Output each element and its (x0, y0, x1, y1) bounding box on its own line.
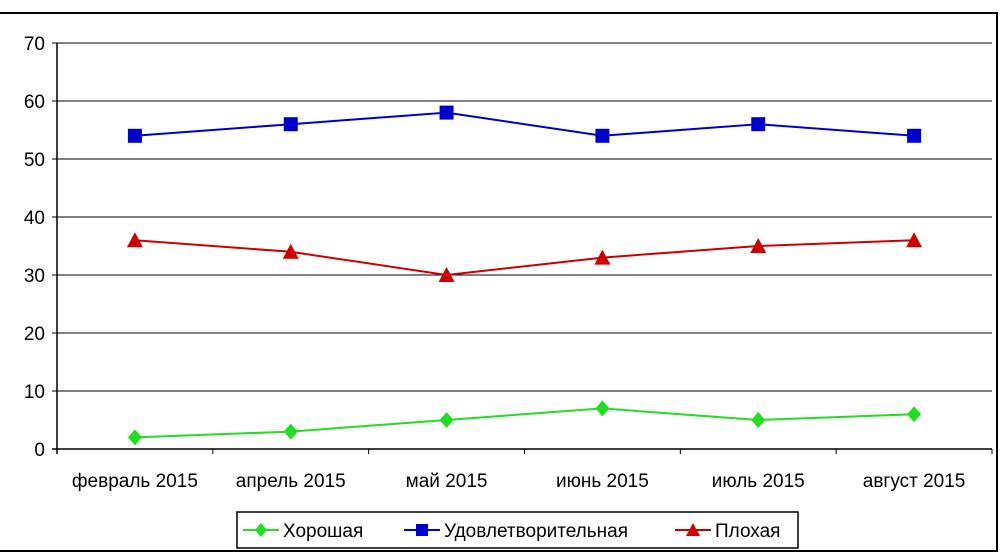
x-tick-label: февраль 2015 (72, 471, 198, 492)
y-tick-label: 0 (34, 440, 45, 461)
data-point (906, 232, 923, 248)
data-point (127, 128, 142, 143)
data-point (283, 117, 298, 132)
y-tick-label: 50 (24, 150, 45, 171)
x-tick-label: апрель 2015 (236, 471, 346, 492)
x-tick-label: август 2015 (863, 471, 966, 492)
data-point (439, 412, 454, 428)
legend-label: Плохая (715, 521, 780, 542)
data-point (439, 105, 454, 120)
legend-label: Удовлетворительная (444, 521, 628, 542)
x-tick-label: июнь 2015 (556, 471, 649, 492)
data-point (595, 128, 610, 143)
y-tick-label: 70 (24, 34, 45, 55)
data-point (283, 423, 298, 440)
data-point (751, 412, 766, 428)
data-point (438, 267, 455, 282)
legend-marker (416, 524, 428, 536)
data-point (127, 429, 142, 446)
data-point (595, 400, 610, 417)
series-line (134, 239, 915, 277)
x-tick-label: май 2015 (406, 471, 488, 492)
y-tick-label: 60 (24, 92, 45, 113)
data-point (750, 238, 767, 253)
data-point (282, 243, 299, 259)
series-line (134, 111, 915, 137)
data-point (751, 117, 766, 132)
y-tick-label: 20 (24, 324, 45, 345)
data-point (594, 249, 611, 265)
data-point (126, 232, 143, 248)
data-point (907, 406, 922, 423)
y-tick-label: 30 (24, 266, 45, 287)
data-point (907, 128, 922, 143)
series-line (134, 407, 915, 439)
legend-marker (686, 523, 700, 536)
chart-frame (0, 12, 998, 552)
y-tick-label: 40 (24, 208, 45, 229)
legend-marker (255, 523, 267, 537)
x-tick-label: июль 2015 (712, 471, 805, 492)
legend-label: Хорошая (283, 521, 363, 542)
y-tick-label: 10 (24, 382, 45, 403)
